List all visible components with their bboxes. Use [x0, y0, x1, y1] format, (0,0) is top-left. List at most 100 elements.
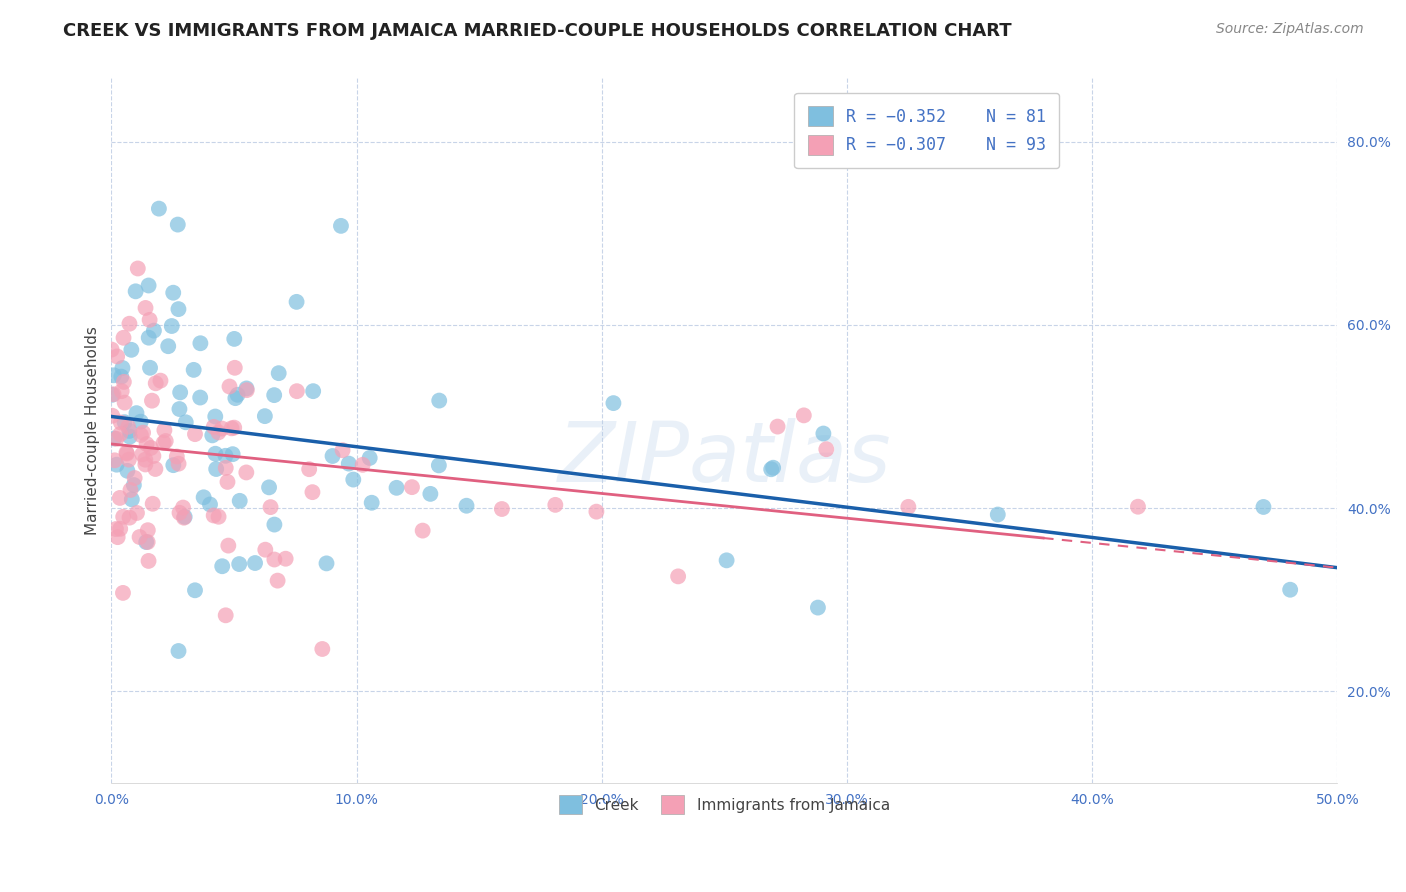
Point [235, 466, 257, 480]
Point [172, 500, 194, 515]
Point [761, 462, 783, 476]
Point [274, 551, 297, 566]
Point [167, 644, 190, 658]
Point [897, 500, 920, 514]
Point [104, 522, 127, 536]
Point [267, 366, 290, 380]
Point [207, 425, 229, 440]
Point [167, 457, 190, 471]
Point [419, 487, 441, 501]
Point [118, 452, 141, 467]
Point [131, 447, 153, 461]
Point [112, 375, 135, 389]
Point [337, 457, 360, 471]
Point [162, 458, 184, 472]
Point [226, 388, 249, 402]
Point [114, 415, 136, 429]
Point [285, 384, 308, 399]
Point [153, 423, 176, 437]
Point [204, 409, 226, 424]
Y-axis label: Married-couple Households: Married-couple Households [86, 326, 100, 534]
Point [105, 350, 128, 364]
Point [169, 385, 191, 400]
Point [322, 449, 344, 463]
Point [330, 219, 353, 233]
Point [118, 510, 141, 524]
Point [302, 384, 325, 399]
Point [132, 425, 155, 440]
Point [188, 391, 211, 405]
Point [266, 574, 288, 588]
Point [315, 557, 337, 571]
Point [139, 441, 162, 455]
Point [815, 442, 838, 457]
Point [217, 539, 239, 553]
Point [236, 383, 259, 397]
Point [114, 395, 136, 409]
Point [1126, 500, 1149, 514]
Point [101, 388, 124, 402]
Point [138, 554, 160, 568]
Point [125, 406, 148, 420]
Point [224, 332, 246, 346]
Point [218, 379, 240, 393]
Point [118, 430, 141, 444]
Point [138, 278, 160, 293]
Point [263, 517, 285, 532]
Point [118, 317, 141, 331]
Point [110, 416, 132, 430]
Point [142, 449, 165, 463]
Point [107, 530, 129, 544]
Point [215, 608, 238, 623]
Point [228, 493, 250, 508]
Point [224, 420, 246, 434]
Point [716, 553, 738, 567]
Point [205, 462, 228, 476]
Point [138, 331, 160, 345]
Point [127, 261, 149, 276]
Point [141, 393, 163, 408]
Point [139, 360, 162, 375]
Point [1279, 582, 1302, 597]
Point [211, 559, 233, 574]
Point [117, 464, 139, 478]
Point [100, 343, 122, 357]
Point [257, 480, 280, 494]
Point [987, 508, 1010, 522]
Point [207, 509, 229, 524]
Point [214, 449, 236, 463]
Point [766, 419, 789, 434]
Point [183, 363, 205, 377]
Point [142, 324, 165, 338]
Point [105, 432, 128, 446]
Point [259, 500, 281, 515]
Point [169, 402, 191, 417]
Point [110, 369, 132, 384]
Point [793, 409, 815, 423]
Point [762, 460, 785, 475]
Text: Source: ZipAtlas.com: Source: ZipAtlas.com [1216, 22, 1364, 37]
Point [118, 424, 141, 438]
Point [110, 427, 132, 442]
Point [122, 478, 145, 492]
Point [311, 642, 333, 657]
Point [427, 458, 450, 473]
Point [129, 428, 152, 442]
Point [111, 384, 134, 398]
Point [298, 462, 321, 476]
Point [129, 415, 152, 429]
Point [136, 535, 159, 549]
Point [1253, 500, 1275, 514]
Point [101, 409, 124, 423]
Point [263, 388, 285, 402]
Point [135, 301, 157, 315]
Point [253, 409, 276, 424]
Point [136, 523, 159, 537]
Point [285, 294, 308, 309]
Point [117, 419, 139, 434]
Point [360, 496, 382, 510]
Point [202, 508, 225, 523]
Point [491, 502, 513, 516]
Point [456, 499, 478, 513]
Point [134, 452, 156, 467]
